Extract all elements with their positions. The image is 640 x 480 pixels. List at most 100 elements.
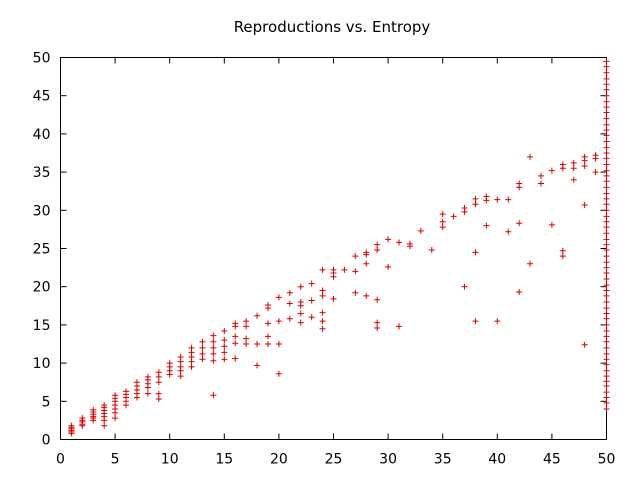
data-point xyxy=(352,289,359,296)
x-tick-label: 35 xyxy=(434,452,452,468)
data-point xyxy=(177,363,184,370)
data-point xyxy=(603,236,610,243)
data-point xyxy=(352,253,359,260)
data-point xyxy=(527,260,534,267)
data-point xyxy=(516,220,523,227)
data-point xyxy=(199,356,206,363)
data-point xyxy=(603,321,610,328)
data-point xyxy=(363,260,370,267)
data-point xyxy=(374,241,381,248)
data-point xyxy=(254,362,261,369)
data-point xyxy=(603,109,610,116)
data-point xyxy=(603,195,610,202)
data-point xyxy=(603,115,610,122)
data-point xyxy=(112,392,119,399)
data-point xyxy=(439,211,446,218)
data-point xyxy=(603,172,610,179)
data-point xyxy=(603,394,610,401)
data-point xyxy=(243,318,250,325)
x-tick-label: 25 xyxy=(325,452,343,468)
data-point xyxy=(472,201,479,208)
x-tick-label: 20 xyxy=(270,452,288,468)
data-point xyxy=(319,318,326,325)
data-point xyxy=(472,195,479,202)
data-point xyxy=(559,161,566,168)
data-point xyxy=(396,323,403,330)
data-point xyxy=(286,289,293,296)
data-point xyxy=(505,196,512,203)
y-tick-label: 50 xyxy=(33,51,51,67)
y-tick-label: 35 xyxy=(33,165,51,181)
data-point xyxy=(581,162,588,169)
data-point xyxy=(603,378,610,385)
data-point xyxy=(603,184,610,191)
data-point xyxy=(603,190,610,197)
data-point xyxy=(603,58,610,65)
data-point xyxy=(461,205,468,212)
data-point xyxy=(232,333,239,340)
data-point xyxy=(581,201,588,208)
data-point xyxy=(603,247,610,254)
data-point xyxy=(603,241,610,248)
data-point xyxy=(537,180,544,187)
x-tick-label: 30 xyxy=(379,452,397,468)
data-point xyxy=(243,341,250,347)
data-point xyxy=(603,315,610,322)
data-point xyxy=(603,310,610,317)
data-point xyxy=(352,268,359,275)
data-point xyxy=(341,266,348,273)
data-point xyxy=(559,247,566,254)
data-point xyxy=(516,289,523,296)
x-tick-label: 10 xyxy=(161,452,179,468)
y-tick-label: 30 xyxy=(33,203,51,219)
data-point xyxy=(505,228,512,235)
data-point xyxy=(603,207,610,214)
data-point xyxy=(319,309,326,316)
data-point xyxy=(221,349,228,356)
data-point xyxy=(603,253,610,260)
data-point xyxy=(603,264,610,271)
data-point xyxy=(603,328,610,335)
data-point xyxy=(603,213,610,220)
data-point xyxy=(559,253,566,260)
data-point xyxy=(243,323,250,330)
data-point xyxy=(603,350,610,357)
x-tick-label: 45 xyxy=(543,452,561,468)
data-point xyxy=(603,86,610,93)
data-point xyxy=(275,294,282,301)
data-point xyxy=(133,379,140,386)
data-point xyxy=(210,392,217,399)
plot-frame xyxy=(60,57,607,440)
data-point xyxy=(439,224,446,231)
data-point xyxy=(199,350,206,357)
data-point xyxy=(603,104,610,111)
data-point xyxy=(297,298,304,305)
data-point xyxy=(264,320,271,327)
data-point xyxy=(232,320,239,327)
data-point xyxy=(286,300,293,307)
data-point xyxy=(177,353,184,360)
data-point xyxy=(210,338,217,345)
data-point xyxy=(603,292,610,299)
data-point xyxy=(155,369,162,376)
data-point xyxy=(527,153,534,160)
data-point xyxy=(603,178,610,185)
data-point xyxy=(166,360,173,367)
data-point xyxy=(603,75,610,82)
data-point xyxy=(68,422,75,429)
data-point xyxy=(570,176,577,183)
data-point xyxy=(396,239,403,246)
data-point xyxy=(221,328,228,335)
data-point xyxy=(603,269,610,276)
data-point xyxy=(275,370,282,377)
data-point xyxy=(548,167,555,174)
data-point xyxy=(144,390,151,397)
data-point xyxy=(330,266,337,273)
data-point xyxy=(232,355,239,362)
data-point xyxy=(603,224,610,231)
x-tick-label: 40 xyxy=(488,452,506,468)
data-point xyxy=(603,92,610,99)
data-point xyxy=(210,332,217,339)
data-point xyxy=(319,266,326,273)
